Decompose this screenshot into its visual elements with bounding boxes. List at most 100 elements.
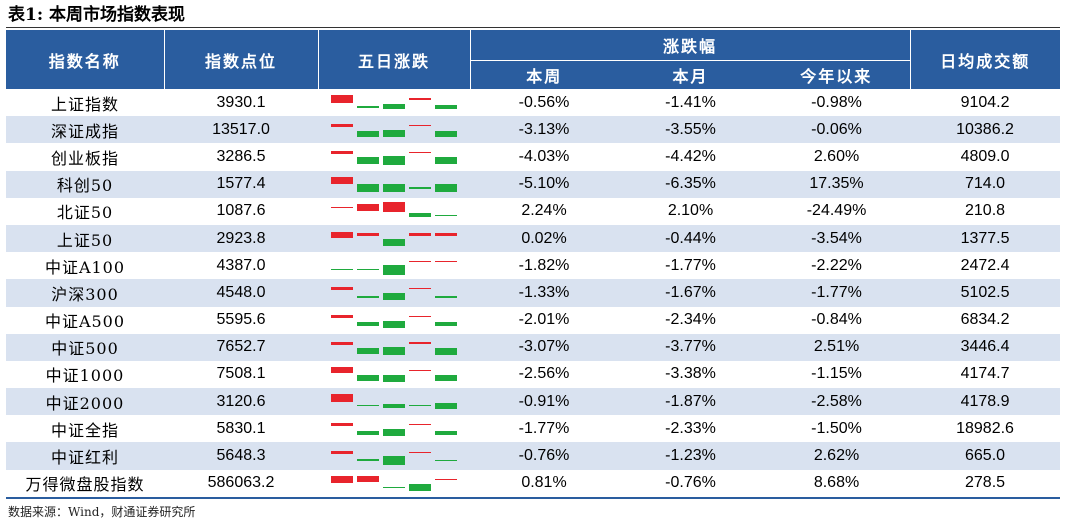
five-day-spark — [318, 415, 470, 442]
cell-name: 中证全指 — [6, 415, 164, 443]
cell-level: 5595.6 — [164, 306, 318, 334]
header-name: 指数名称 — [6, 30, 165, 89]
five-day-spark — [318, 198, 470, 225]
cell-five-day — [318, 252, 470, 280]
cell-level: 1577.4 — [164, 170, 318, 198]
spark-bar — [331, 314, 353, 318]
cell-ytd: -3.54% — [763, 224, 911, 253]
cell-turnover: 665.0 — [910, 442, 1061, 470]
table-title: 表1: 本周市场指数表现 — [8, 5, 186, 25]
cell-week: -1.77% — [470, 415, 618, 443]
spark-bar — [357, 269, 379, 271]
cell-turnover: 6834.2 — [910, 306, 1061, 334]
table-row: 中证500 7652.7 -3.07% -3.77% 2.51% 3446.4 — [6, 333, 1061, 361]
cell-week: -3.13% — [470, 116, 618, 144]
five-day-spark — [318, 252, 470, 279]
table-row: 深证成指 13517.0 -3.13% -3.55% -0.06% 10386.2 — [6, 116, 1061, 144]
cell-turnover: 2472.4 — [910, 252, 1061, 280]
five-day-spark — [318, 143, 470, 170]
cell-level: 5648.3 — [164, 442, 318, 470]
cell-five-day — [318, 279, 470, 307]
table-row: 中证全指 5830.1 -1.77% -2.33% -1.50% 18982.6 — [6, 415, 1061, 443]
cell-month: -3.55% — [618, 116, 763, 144]
spark-bar — [331, 393, 353, 402]
spark-bar — [435, 157, 457, 165]
cell-name: 上证50 — [6, 224, 164, 253]
cell-name: 北证50 — [6, 197, 164, 225]
cell-month: -2.34% — [618, 306, 763, 334]
spark-bar — [409, 288, 431, 290]
spark-bar — [383, 156, 405, 166]
spark-bar — [409, 483, 431, 491]
spark-bar — [409, 424, 431, 426]
spark-bar — [435, 184, 457, 193]
five-day-spark — [318, 307, 470, 334]
cell-ytd: -1.15% — [763, 360, 911, 389]
spark-bar — [383, 403, 405, 408]
cell-name: 上证指数 — [6, 89, 164, 117]
cell-name: 中证2000 — [6, 388, 164, 416]
spark-bar — [357, 157, 379, 165]
spark-bar — [357, 105, 379, 108]
cell-week: -4.03% — [470, 143, 618, 171]
cell-level: 2923.8 — [164, 224, 318, 253]
spark-bar — [357, 322, 379, 327]
cell-week: -3.07% — [470, 333, 618, 361]
cell-month: -1.67% — [618, 279, 763, 307]
spark-bar — [357, 203, 379, 211]
cell-turnover: 4809.0 — [910, 143, 1061, 171]
cell-week: 0.02% — [470, 224, 618, 253]
spark-bar — [331, 176, 353, 184]
spark-bar — [435, 261, 457, 263]
cell-five-day — [318, 170, 470, 198]
spark-bar — [357, 130, 379, 137]
spark-bar — [383, 184, 405, 193]
spark-bar — [409, 233, 431, 237]
spark-bar — [331, 475, 353, 483]
title-rule — [6, 27, 1060, 28]
cell-week: -5.10% — [470, 170, 618, 198]
cell-week: -1.82% — [470, 252, 618, 280]
cell-five-day — [318, 415, 470, 443]
cell-turnover: 3446.4 — [910, 333, 1061, 361]
cell-five-day — [318, 442, 470, 470]
spark-bar — [409, 261, 431, 263]
header-month: 本月 — [618, 60, 763, 89]
spark-bar — [331, 206, 353, 208]
table-row: 创业板指 3286.5 -4.03% -4.42% 2.60% 4809.0 — [6, 143, 1061, 171]
cell-week: 0.81% — [470, 469, 618, 499]
five-day-spark — [318, 225, 470, 252]
spark-bar — [409, 405, 431, 407]
spark-bar — [409, 451, 431, 453]
spark-bar — [435, 295, 457, 298]
cell-week: -0.76% — [470, 442, 618, 470]
table-row: 上证50 2923.8 0.02% -0.44% -3.54% 1377.5 — [6, 224, 1061, 253]
cell-level: 4548.0 — [164, 279, 318, 307]
header-turnover: 日均成交额 — [910, 30, 1061, 89]
spark-bar — [435, 402, 457, 409]
cell-month: -0.76% — [618, 469, 763, 499]
cell-name: 沪深300 — [6, 279, 164, 307]
cell-ytd: -1.50% — [763, 415, 911, 443]
source-note: 数据来源：Wind，财通证券研究所 — [8, 505, 196, 519]
spark-bar — [409, 369, 431, 371]
cell-level: 586063.2 — [164, 469, 318, 499]
spark-bar — [435, 322, 457, 327]
five-day-spark — [318, 89, 470, 116]
cell-ytd: -24.49% — [763, 197, 911, 225]
cell-five-day — [318, 143, 470, 171]
cell-week: -2.56% — [470, 360, 618, 389]
cell-turnover: 210.8 — [910, 197, 1061, 225]
cell-ytd: 17.35% — [763, 170, 911, 198]
cell-week: -2.01% — [470, 306, 618, 334]
spark-bar — [331, 423, 353, 427]
cell-month: -1.41% — [618, 89, 763, 117]
five-day-spark — [318, 334, 470, 361]
spark-bar — [435, 347, 457, 355]
spark-bar — [383, 202, 405, 213]
five-day-spark — [318, 279, 470, 306]
cell-month: -0.44% — [618, 224, 763, 253]
spark-bar — [357, 348, 379, 355]
five-day-spark — [318, 116, 470, 143]
spark-bar — [409, 213, 431, 218]
